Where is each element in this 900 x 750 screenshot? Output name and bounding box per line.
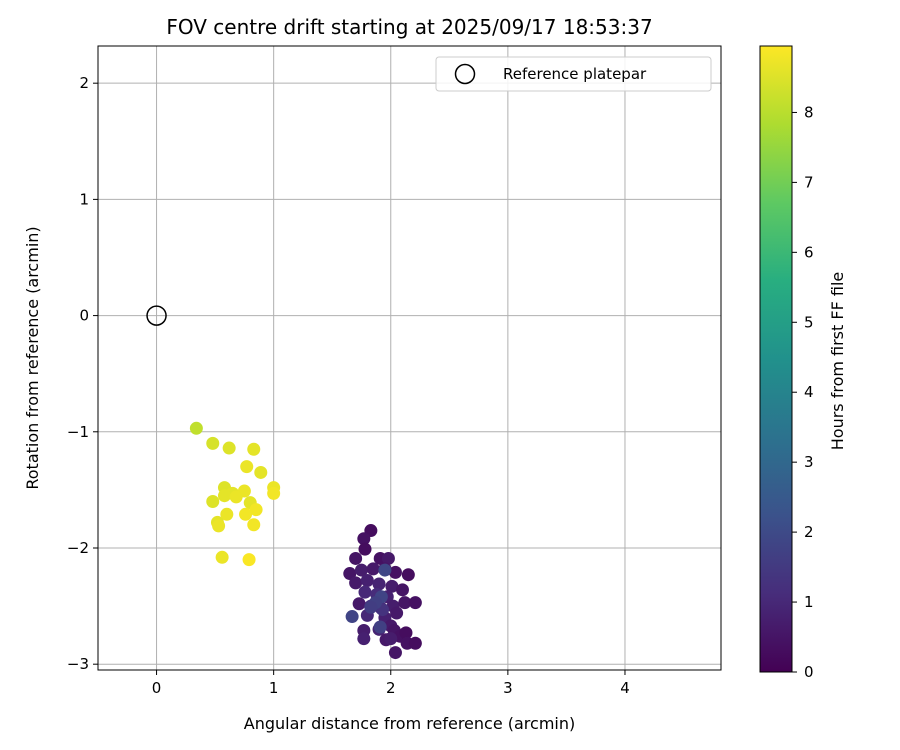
reference-point-layer: [146, 305, 167, 326]
data-point: [349, 551, 363, 565]
y-axis-ticks: 2 1 0 −1 −2 −3: [67, 74, 98, 673]
y-tick-label: −1: [67, 423, 89, 441]
colorbar-tick-label: 4: [804, 383, 814, 401]
colorbar-tick-label: 7: [804, 173, 814, 191]
x-tick-label: 3: [503, 679, 513, 697]
data-point: [378, 563, 392, 577]
data-point: [364, 600, 378, 614]
data-point: [358, 542, 372, 556]
y-tick-label: 0: [79, 307, 89, 325]
data-point: [217, 489, 231, 503]
data-point: [254, 465, 268, 479]
x-tick-label: 2: [386, 679, 396, 697]
data-point: [395, 583, 409, 597]
colorbar-tick-label: 0: [804, 663, 814, 681]
data-point: [408, 596, 422, 610]
chart-title: FOV centre drift starting at 2025/09/17 …: [166, 15, 652, 39]
colorbar-ticks: 0 1 2 3 4 5 6 7 8: [792, 103, 814, 681]
y-axis-label: Rotation from reference (arcmin): [23, 226, 42, 489]
data-point: [372, 577, 386, 591]
data-point: [349, 576, 363, 590]
data-point: [206, 495, 220, 509]
data-point: [399, 626, 413, 640]
y-tick-label: 1: [79, 190, 89, 208]
x-tick-label: 4: [620, 679, 630, 697]
data-point: [212, 519, 226, 533]
x-tick-label: 1: [269, 679, 279, 697]
colorbar-tick-label: 3: [804, 453, 814, 471]
colorbar: 0 1 2 3 4 5 6 7 8 Hours from first FF file: [759, 45, 847, 681]
data-point: [222, 441, 236, 455]
colorbar-gradient: [759, 45, 793, 673]
data-point: [267, 486, 281, 500]
data-point: [381, 551, 395, 565]
data-point: [384, 632, 398, 646]
legend-marker-open-circle: [454, 63, 476, 85]
data-point: [388, 565, 402, 579]
data-point: [357, 532, 371, 546]
data-point: [390, 606, 404, 620]
x-axis-label: Angular distance from reference (arcmin): [244, 714, 575, 733]
data-point: [239, 507, 253, 521]
y-tick-label: −3: [67, 655, 89, 673]
legend-entry-reference-platepar: Reference platepar: [503, 65, 647, 83]
legend: Reference platepar: [435, 56, 712, 92]
colorbar-label: Hours from first FF file: [828, 272, 847, 451]
data-point: [408, 636, 422, 650]
data-point: [220, 507, 234, 521]
data-point: [352, 597, 366, 611]
y-tick-label: 2: [79, 74, 89, 92]
data-point: [247, 518, 261, 532]
y-tick-label: −2: [67, 539, 89, 557]
data-point: [398, 596, 412, 610]
legend-box: [435, 56, 712, 92]
data-point: [354, 563, 368, 577]
data-point: [366, 562, 380, 576]
x-axis-ticks: 0 1 2 3 4: [152, 670, 630, 697]
data-point: [401, 568, 415, 582]
data-point: [357, 632, 371, 646]
data-point: [242, 553, 256, 567]
colorbar-tick-label: 6: [804, 243, 814, 261]
reference-platepar-marker: [146, 305, 167, 326]
colorbar-tick-label: 1: [804, 593, 814, 611]
data-point: [360, 574, 374, 588]
colorbar-tick-label: 5: [804, 313, 814, 331]
data-point: [240, 460, 254, 474]
data-point: [206, 436, 220, 450]
data-point: [358, 585, 372, 599]
colorbar-tick-label: 8: [804, 103, 814, 121]
plot-frame: [97, 45, 722, 671]
data-point: [388, 646, 402, 660]
data-point: [343, 567, 357, 581]
colorbar-tick-label: 2: [804, 523, 814, 541]
data-point: [249, 503, 263, 517]
data-point: [215, 550, 229, 564]
x-tick-label: 0: [152, 679, 162, 697]
data-point: [373, 620, 387, 634]
data-point: [247, 442, 261, 456]
data-point: [385, 579, 399, 593]
data-point: [229, 490, 243, 504]
data-point: [189, 421, 203, 435]
data-points: [189, 421, 422, 660]
plot-area: [98, 46, 721, 670]
data-point: [345, 610, 359, 624]
